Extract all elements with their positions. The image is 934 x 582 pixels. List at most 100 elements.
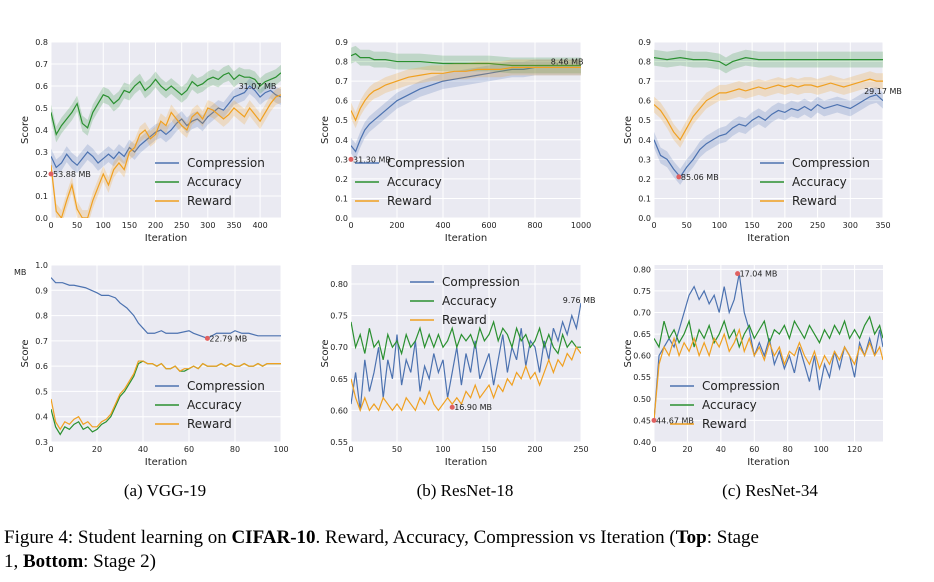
x-axis-label: Iteration: [747, 233, 789, 244]
plot-area: [51, 265, 281, 442]
annotation-label: 53.88 MB: [53, 170, 91, 179]
figure-caption-line1: Figure 4: Student learning on CIFAR-10. …: [4, 527, 759, 548]
chart-panel-4: 0.3 0.4 0.5 0.6 0.7 0.8 0.9 1.0 0 20 40 60 80 100 Iter…: [14, 261, 289, 468]
unit-label: MB: [14, 268, 26, 277]
y-tick-label: 0.6: [638, 97, 651, 106]
y-tick-label: 0.8: [335, 58, 348, 67]
y-tick-label: 0.55: [330, 438, 348, 447]
annotation-label: 16.90 MB: [454, 403, 492, 412]
annotation-label: 17.04 MB: [740, 270, 778, 279]
x-tick-label: 100: [435, 445, 450, 454]
line-accuracy: [654, 57, 883, 67]
annotation-label: 9.76 MB: [563, 296, 596, 305]
y-tick-label: 0.70: [633, 308, 651, 317]
line-accuracy: [351, 319, 581, 360]
y-tick-label: 0.2: [35, 170, 48, 179]
plot-area: [654, 265, 883, 442]
y-axis-label: Score: [320, 116, 331, 144]
y-tick-label: 0.60: [633, 352, 651, 361]
x-tick-label: 400: [252, 221, 267, 230]
x-tick-label: 0: [48, 221, 53, 230]
x-tick-label: 100: [273, 445, 288, 454]
x-tick-label: 60: [749, 445, 759, 454]
x-tick-label: 200: [148, 221, 163, 230]
y-tick-label: 0.5: [638, 116, 651, 125]
x-tick-label: 20: [682, 445, 692, 454]
chart-panel-2: 0.0 0.1 0.2 0.3 0.4 0.5 0.6 0.7 0.8 0.9 0 200 400 600…: [320, 38, 591, 244]
y-tick-label: 0.2: [638, 175, 651, 184]
legend-label-compression: Compression: [792, 156, 870, 170]
y-tick-label: 0.2: [335, 175, 348, 184]
line-reward: [351, 345, 581, 413]
y-tick-label: 0.8: [35, 312, 48, 321]
x-tick-label: 200: [389, 221, 404, 230]
annotation-marker: [735, 271, 741, 277]
y-axis-label: Score: [623, 339, 634, 367]
x-tick-label: 0: [651, 445, 656, 454]
x-tick-label: 50: [682, 221, 692, 230]
legend-label-compression: Compression: [387, 156, 465, 170]
y-tick-label: 0.6: [35, 362, 48, 371]
legend-label-reward: Reward: [442, 313, 487, 327]
y-tick-label: 0.1: [35, 192, 48, 201]
annotation-label: 31.30 MB: [353, 155, 391, 164]
x-tick-label: 150: [481, 445, 496, 454]
line-reward: [51, 360, 281, 431]
legend-label-compression: Compression: [702, 379, 780, 393]
y-tick-label: 0.1: [335, 194, 348, 203]
y-tick-label: 0.9: [35, 286, 48, 295]
x-tick-label: 200: [777, 221, 792, 230]
y-tick-label: 0.0: [35, 214, 48, 223]
x-axis-label: Iteration: [445, 457, 487, 468]
legend-label-reward: Reward: [187, 194, 232, 208]
y-tick-label: 0.7: [35, 60, 48, 69]
series-group: [51, 64, 281, 218]
x-tick-label: 20: [92, 445, 102, 454]
y-axis-label: Score: [20, 339, 31, 367]
x-tick-label: 150: [745, 221, 760, 230]
series-group: [351, 45, 581, 160]
band-accuracy: [51, 64, 281, 143]
y-tick-label: 0.65: [330, 375, 348, 384]
annotation-label: 44.67 MB: [656, 416, 694, 425]
line-reward: [654, 327, 883, 421]
legend-label-compression: Compression: [187, 156, 265, 170]
legend-label-reward: Reward: [792, 194, 837, 208]
annotation-marker: [449, 404, 455, 410]
series-group: [351, 302, 581, 413]
y-tick-label: 0.6: [35, 82, 48, 91]
line-compression: [654, 94, 883, 178]
series-group: [654, 49, 883, 185]
band-compression: [654, 86, 883, 185]
x-tick-label: 350: [226, 221, 241, 230]
x-tick-label: 150: [122, 221, 137, 230]
legend-label-reward: Reward: [702, 417, 747, 431]
y-axis-label: Score: [320, 339, 331, 367]
line-accuracy: [351, 53, 581, 67]
y-tick-label: 0.4: [35, 413, 48, 422]
y-tick-label: 0.55: [633, 373, 651, 382]
y-tick-label: 0.7: [35, 337, 48, 346]
x-tick-label: 0: [48, 445, 53, 454]
x-axis-label: Iteration: [145, 457, 187, 468]
y-tick-label: 0.75: [633, 287, 651, 296]
legend-label-compression: Compression: [187, 379, 265, 393]
x-axis-label: Iteration: [747, 457, 789, 468]
caption-resnet34: (c) ResNet-34: [722, 481, 818, 500]
chart-panel-6: 0.40 0.45 0.50 0.55 0.60 0.65 0.70 0.75 0.80 0 20 4…: [623, 265, 883, 468]
x-tick-label: 80: [783, 445, 793, 454]
x-tick-label: 50: [72, 221, 82, 230]
x-tick-label: 300: [843, 221, 858, 230]
band-compression: [351, 59, 581, 160]
chart-panel-3: 0.0 0.1 0.2 0.3 0.4 0.5 0.6 0.7 0.8 0.9 0 50 100 150 2…: [623, 38, 902, 244]
x-axis-label: Iteration: [145, 233, 187, 244]
x-tick-label: 0: [348, 445, 353, 454]
y-tick-label: 0.3: [35, 438, 48, 447]
x-tick-label: 250: [810, 221, 825, 230]
y-axis-label: Score: [20, 116, 31, 144]
y-tick-label: 0.0: [335, 214, 348, 223]
annotation-marker: [676, 174, 682, 180]
line-reward: [51, 94, 281, 218]
legend-label-accuracy: Accuracy: [442, 294, 497, 308]
y-tick-label: 0.3: [638, 155, 651, 164]
